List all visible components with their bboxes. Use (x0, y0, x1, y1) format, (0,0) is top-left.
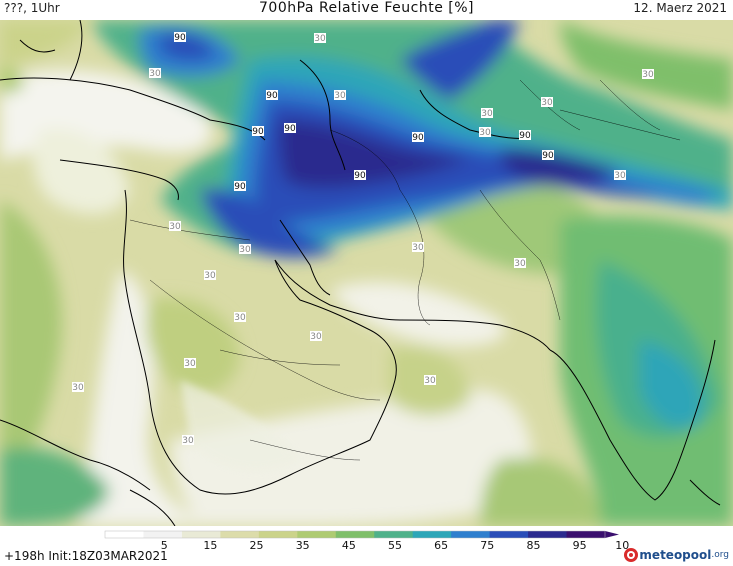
colorbar-tick-label: 25 (250, 539, 264, 552)
contour-label: 30 (334, 91, 346, 101)
colorbar-swatch (566, 531, 606, 538)
contour-label-box (284, 123, 296, 133)
contour-label-box (149, 68, 161, 78)
logo-tld: .org (711, 550, 729, 560)
contour-label: 90 (234, 182, 246, 192)
contour-label-box (541, 97, 553, 107)
contour-label: 30 (314, 34, 326, 44)
colorbar-swatch (451, 531, 491, 538)
contour-label-box (614, 170, 626, 180)
colorbar-swatch (335, 531, 375, 538)
contour-label: 90 (542, 151, 554, 161)
colorbar: 5 15 25 35 45 55 65 75 85 95 100 (104, 530, 630, 552)
contour-label-box (310, 331, 322, 341)
contour-label: 30 (424, 376, 436, 386)
contour-label: 30 (412, 243, 424, 253)
contour-label: 30 (169, 222, 181, 232)
colorbar-swatch (374, 531, 414, 538)
contour-label-box (266, 90, 278, 100)
contour-label-box (412, 132, 424, 142)
contour-label: 30 (481, 109, 493, 119)
contour-label: 30 (614, 171, 626, 181)
colorbar-arrow (605, 531, 619, 538)
colorbar-swatch (489, 531, 529, 538)
forecast-info: +198h Init:18Z03MAR2021 (4, 549, 168, 563)
contour-label: 30 (541, 98, 553, 108)
contour-label: 90 (284, 124, 296, 134)
contour-label-box (481, 108, 493, 118)
contour-label-box (412, 242, 424, 252)
contour-label-box (239, 244, 251, 254)
header: ???, 1Uhr 700hPa Relative Feuchte [%] 12… (0, 0, 733, 20)
contour-label: 90 (266, 91, 278, 101)
contour-label-box (314, 33, 326, 43)
colorbar-frame (104, 530, 606, 539)
contour-label: 30 (204, 271, 216, 281)
contour-label: 30 (234, 313, 246, 323)
coastlines (0, 20, 721, 526)
contour-label: 30 (642, 70, 654, 80)
contour-labels: 90 30 30 90 30 90 90 90 30 90 90 30 90 30 30 30 30 30 30 30… (72, 32, 654, 446)
colorbar-tick-label: 100 (615, 539, 630, 552)
contour-label-box (204, 270, 216, 280)
logo-wordmark: meteopool (639, 548, 712, 562)
contour-label-box (514, 258, 526, 268)
contour-label-box (542, 150, 554, 160)
contour-label: 30 (514, 259, 526, 269)
contour-label: 30 (239, 245, 251, 255)
contour-label: 90 (354, 171, 366, 181)
contour-label-box (182, 435, 194, 445)
contour-label-box (174, 32, 186, 42)
contour-label-box (184, 358, 196, 368)
humidity-field (0, 20, 733, 526)
contour-label: 30 (184, 359, 196, 369)
contour-label-box (334, 90, 346, 100)
contour-label: 90 (412, 133, 424, 143)
country-borders (129, 79, 681, 461)
colorbar-swatch (412, 531, 452, 538)
colorbar-tick-label: 75 (480, 539, 494, 552)
contour-label-box (72, 382, 84, 392)
contour-label: 30 (182, 436, 194, 446)
contour-label: 30 (72, 383, 84, 393)
contour-label-box (169, 221, 181, 231)
meteopool-logo[interactable]: meteopool .org (623, 545, 729, 565)
map-title: 700hPa Relative Feuchte [%] (259, 0, 474, 16)
contour-label: 30 (479, 128, 491, 138)
logo-icon (624, 548, 639, 562)
contour-label-box (234, 312, 246, 322)
contour-label-box (424, 375, 436, 385)
colorbar-swatch (297, 531, 337, 538)
colorbar-tick-label: 15 (203, 539, 217, 552)
colorbar-tick-label: 5 (161, 539, 168, 552)
contour-label-box (252, 126, 264, 136)
colorbar-tick-label: 65 (434, 539, 448, 552)
colorbar-swatch (143, 531, 183, 538)
contour-label-box (479, 127, 491, 137)
colorbar-tick-label: 85 (526, 539, 540, 552)
colorbar-swatch (181, 531, 221, 538)
contour-label: 90 (519, 131, 531, 141)
colorbar-tick-label: 45 (342, 539, 356, 552)
contour-label-box (354, 170, 366, 180)
contour-label-box (642, 69, 654, 79)
run-time-label: ???, 1Uhr (4, 1, 60, 15)
colorbar-swatch (220, 531, 260, 538)
contour-label-box (519, 130, 531, 140)
valid-date: 12. Maerz 2021 (633, 1, 727, 15)
contour-label: 90 (252, 127, 264, 137)
contour-label: 30 (310, 332, 322, 342)
colorbar-swatch (258, 531, 298, 538)
colorbar-tick-label: 35 (296, 539, 310, 552)
humidity-map: 90 30 30 90 30 90 90 90 30 90 90 30 90 30 30 30 30 30 30 30… (0, 20, 733, 526)
contour-label: 90 (174, 33, 186, 43)
contour-label-box (234, 181, 246, 191)
colorbar-swatch (105, 531, 144, 538)
contour-label: 30 (149, 69, 161, 79)
colorbar-tick-label: 55 (388, 539, 402, 552)
colorbar-tick-label: 95 (573, 539, 587, 552)
colorbar-swatch (528, 531, 568, 538)
